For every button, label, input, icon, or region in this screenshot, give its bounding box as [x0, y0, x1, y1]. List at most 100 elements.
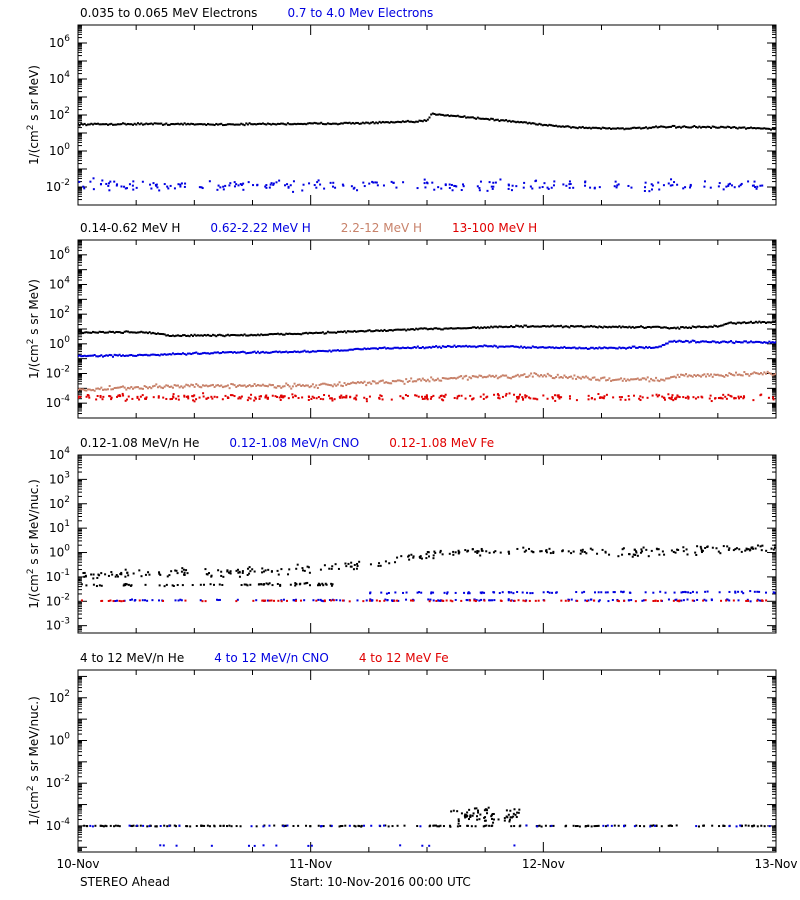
- data-point: [682, 591, 685, 594]
- data-point: [605, 346, 608, 349]
- data-point: [597, 600, 600, 603]
- data-point: [390, 398, 393, 401]
- data-point: [471, 375, 474, 378]
- data-point: [710, 126, 713, 129]
- data-point: [243, 333, 246, 336]
- data-point: [110, 331, 113, 334]
- data-point: [100, 584, 103, 587]
- y-tick-label: 10-3: [46, 617, 70, 633]
- data-point: [165, 353, 168, 356]
- data-point: [216, 396, 219, 399]
- data-point: [682, 187, 685, 190]
- data-point: [173, 187, 176, 190]
- data-point: [291, 351, 294, 354]
- data-point: [420, 557, 423, 560]
- data-point: [618, 127, 621, 130]
- data-point: [91, 388, 94, 391]
- data-point: [705, 326, 708, 329]
- data-point: [171, 397, 174, 400]
- data-point: [158, 122, 161, 125]
- data-point: [521, 397, 524, 400]
- data-point: [208, 180, 211, 183]
- data-point: [708, 397, 711, 400]
- data-point: [273, 350, 276, 353]
- data-point: [185, 123, 188, 126]
- data-point: [436, 327, 439, 330]
- data-point: [173, 123, 176, 126]
- y-axis-label-part: 1/(cm: [27, 791, 41, 826]
- data-point: [308, 331, 311, 334]
- data-point: [523, 181, 526, 184]
- data-point: [499, 178, 502, 181]
- data-point: [350, 330, 353, 333]
- data-point: [553, 377, 556, 380]
- data-point: [361, 121, 364, 124]
- data-point: [191, 395, 194, 398]
- data-point: [162, 599, 165, 602]
- data-point: [639, 399, 642, 402]
- data-point: [266, 385, 269, 388]
- data-point: [101, 355, 104, 358]
- data-point: [400, 121, 403, 124]
- data-point: [555, 346, 558, 349]
- data-point: [98, 355, 101, 358]
- data-point: [731, 126, 734, 129]
- data-point: [265, 394, 268, 397]
- data-point: [153, 384, 156, 387]
- data-point: [385, 381, 388, 384]
- data-point: [123, 185, 126, 188]
- data-point: [121, 392, 124, 395]
- data-point: [397, 599, 400, 602]
- y-axis-label-exp: 2: [26, 125, 36, 131]
- data-point: [560, 396, 563, 399]
- data-point: [474, 600, 477, 603]
- data-point: [109, 395, 112, 398]
- data-point: [96, 355, 99, 358]
- data-point: [401, 380, 404, 383]
- data-point: [338, 395, 341, 398]
- data-point: [685, 339, 688, 342]
- data-point: [439, 824, 442, 827]
- data-point: [421, 377, 424, 380]
- data-point: [566, 346, 569, 349]
- data-point: [358, 348, 361, 351]
- data-point: [726, 341, 729, 344]
- plot-frame: [77, 454, 777, 634]
- data-point: [219, 186, 222, 189]
- data-point: [83, 571, 86, 574]
- data-point: [608, 377, 611, 380]
- data-point: [310, 397, 313, 400]
- data-point: [198, 352, 201, 355]
- data-point: [145, 385, 148, 388]
- data-point: [423, 378, 426, 381]
- data-point: [425, 346, 428, 349]
- data-point: [533, 372, 536, 375]
- data-point: [383, 328, 386, 331]
- data-point: [277, 599, 280, 602]
- data-point: [92, 583, 95, 586]
- data-point: [525, 824, 528, 827]
- data-point: [306, 350, 309, 353]
- data-point: [687, 397, 690, 400]
- data-point: [326, 330, 329, 333]
- data-point: [562, 183, 565, 186]
- data-point: [240, 122, 243, 125]
- data-point: [705, 375, 708, 378]
- data-point: [475, 346, 478, 349]
- data-point: [143, 353, 146, 356]
- data-point: [320, 825, 323, 828]
- data-point: [689, 591, 692, 594]
- data-point: [468, 327, 471, 330]
- data-point: [665, 342, 668, 345]
- data-point: [305, 331, 308, 334]
- data-point: [158, 584, 161, 587]
- data-point: [342, 599, 345, 602]
- data-point: [375, 121, 378, 124]
- data-point: [535, 325, 538, 328]
- data-point: [593, 599, 596, 602]
- data-point: [633, 345, 636, 348]
- data-point: [446, 327, 449, 330]
- data-point: [546, 124, 549, 127]
- data-point: [116, 395, 119, 398]
- data-point: [176, 384, 179, 387]
